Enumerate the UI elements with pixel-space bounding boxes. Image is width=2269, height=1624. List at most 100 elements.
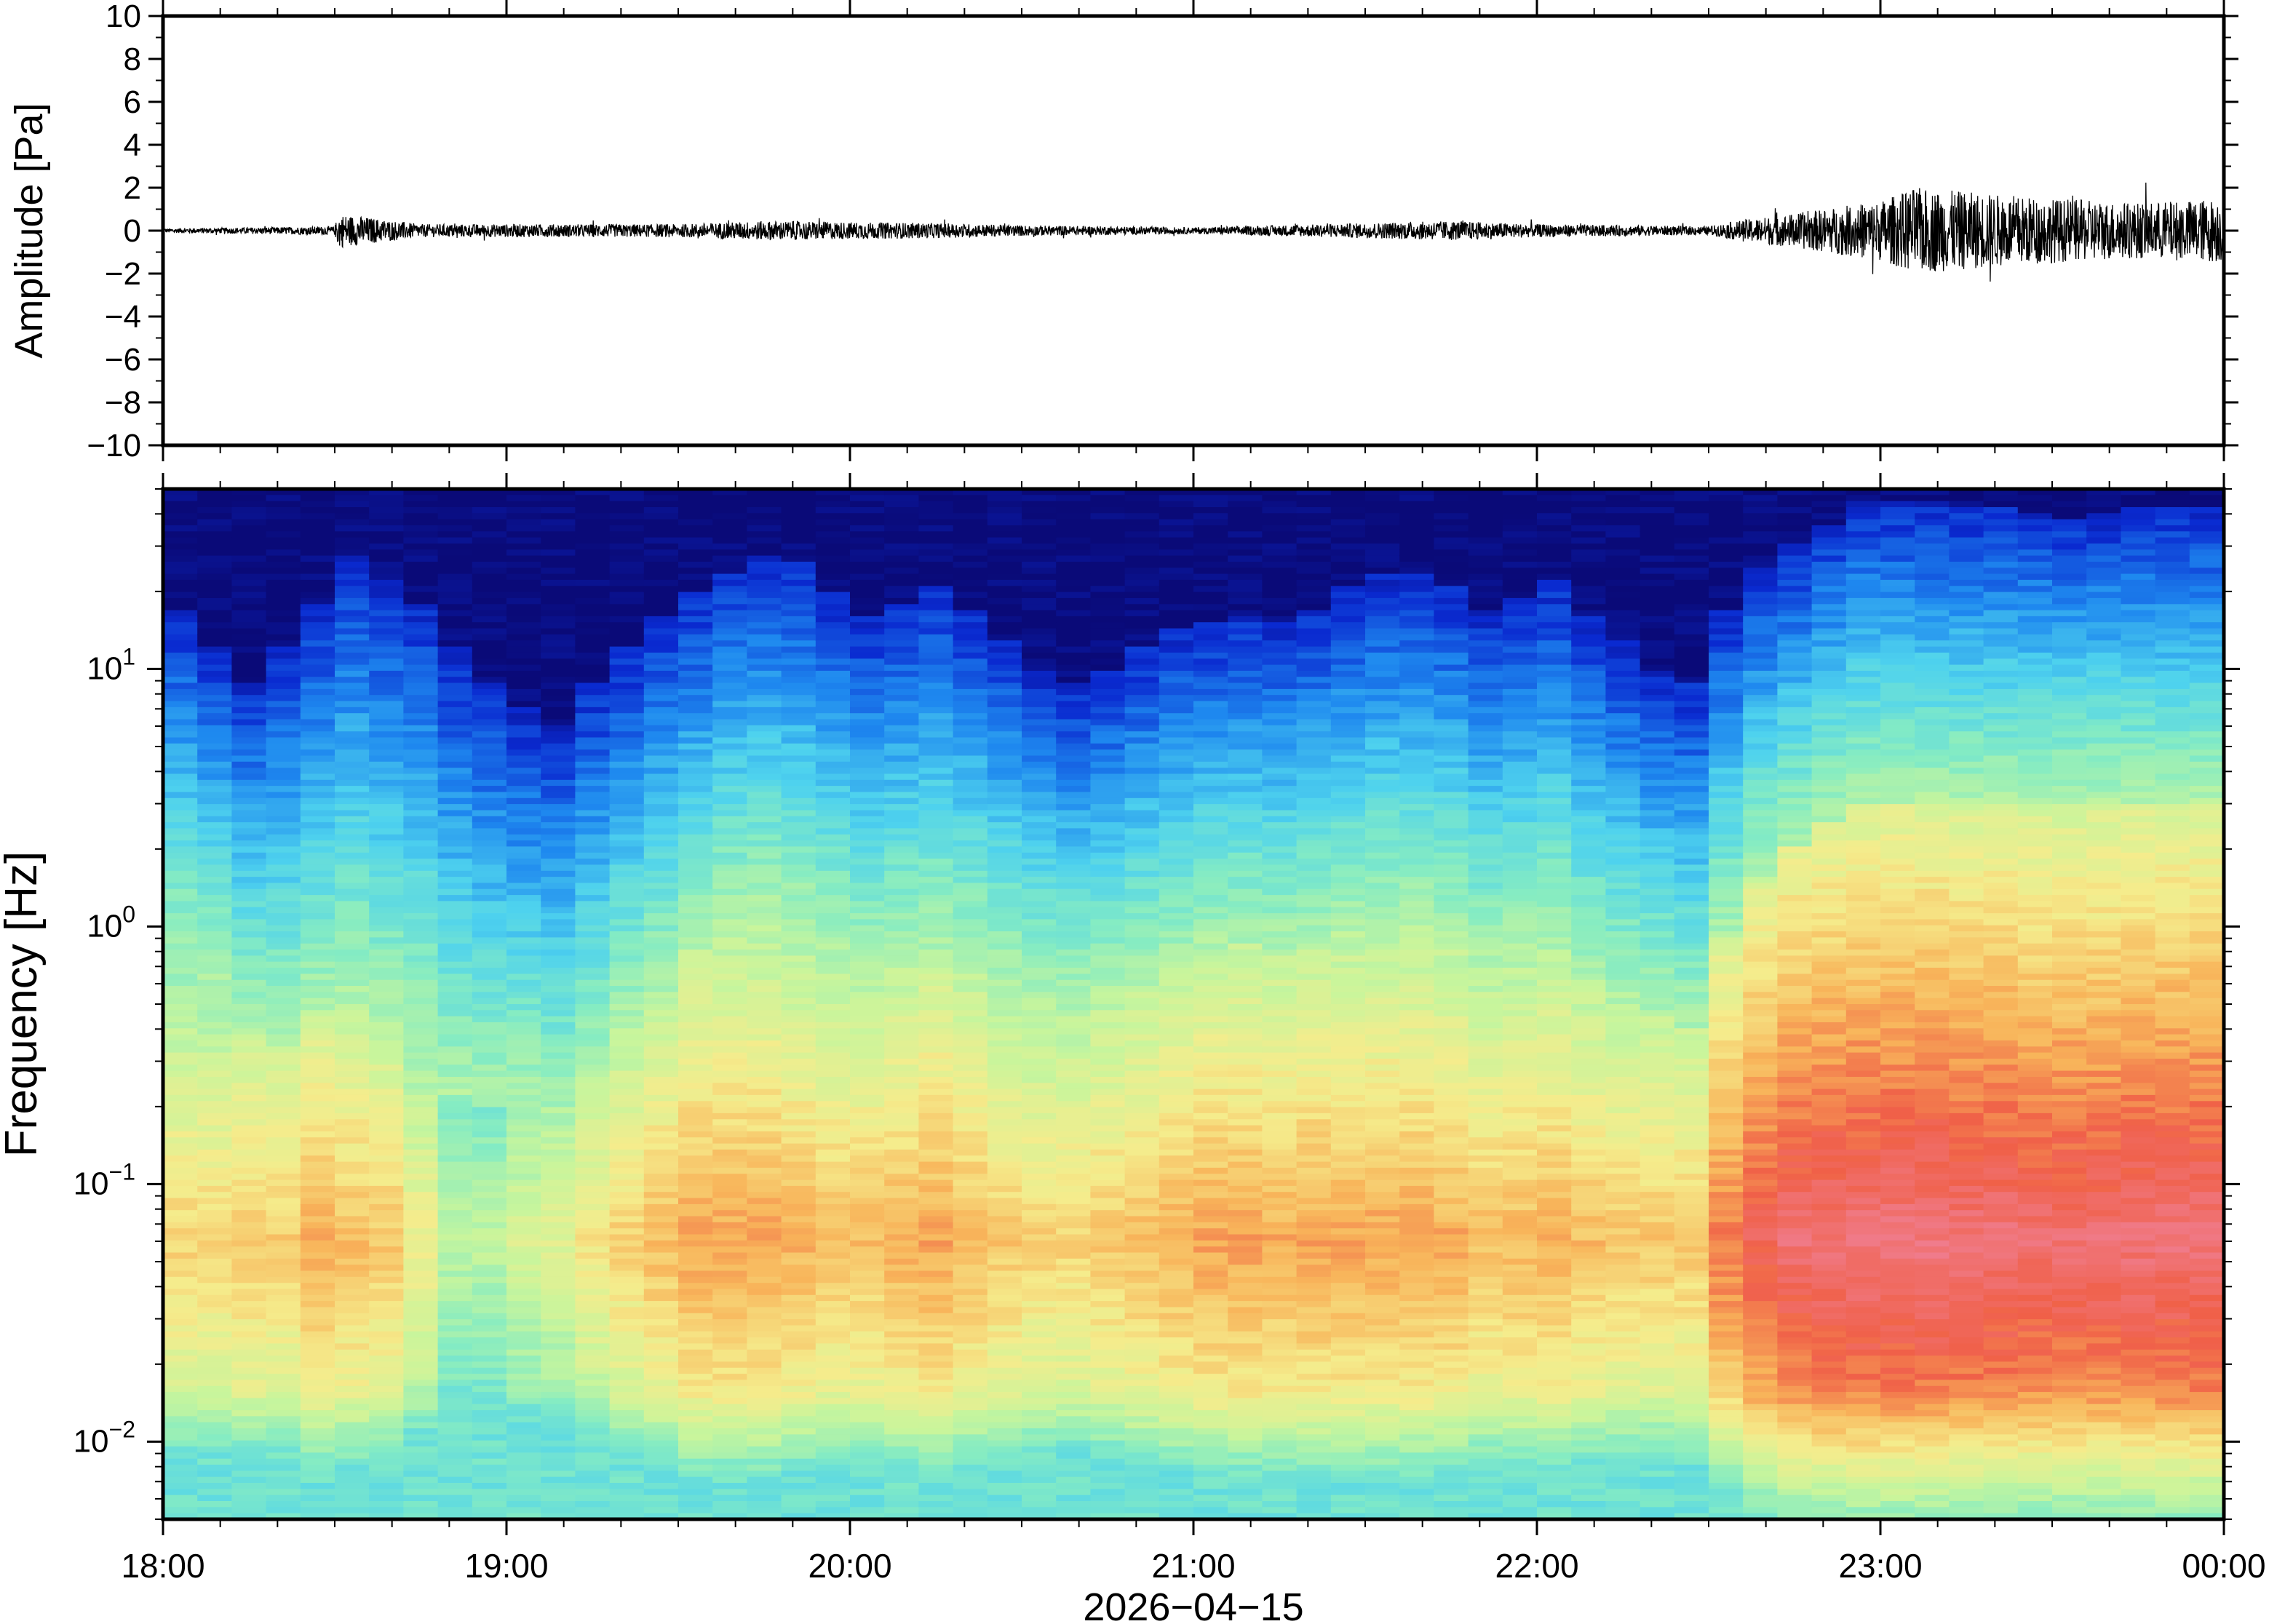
spectrogram-cell [472, 1410, 507, 1417]
spectrogram-cell [335, 955, 370, 963]
spectrogram-cell [918, 688, 954, 696]
spectrogram-cell [918, 749, 954, 757]
spectrogram-cell [197, 1137, 233, 1145]
spectrogram-cell [472, 677, 507, 684]
spectrogram-cell [643, 634, 679, 641]
spectrogram-cell [1056, 507, 1092, 514]
spectrogram-cell [231, 1494, 267, 1502]
spectrogram-cell [575, 652, 611, 659]
spectrogram-cell [953, 1107, 988, 1114]
spectrogram-cell [266, 1465, 301, 1472]
spectrogram-cell [403, 610, 439, 617]
spectrogram-cell [953, 1083, 988, 1090]
spectrogram-cell [850, 634, 885, 641]
spectrogram-cell [163, 544, 198, 551]
spectrogram-cell [1056, 519, 1092, 526]
spectrogram-cell [231, 1416, 267, 1423]
spectrogram-cell [1090, 646, 1126, 653]
spectrogram-cell [266, 1446, 301, 1454]
spectrogram-cell [575, 1101, 611, 1108]
spectrogram-cell [747, 810, 782, 817]
spectrogram-cell [850, 1356, 885, 1363]
spectrogram-cell [712, 1222, 748, 1229]
spectrogram-cell [163, 501, 198, 508]
spectrogram-cell [678, 531, 713, 538]
spectrogram-cell [884, 834, 920, 841]
spectrogram-cell [987, 1440, 1022, 1447]
spectrogram-cell [472, 1374, 507, 1381]
spectrogram-cell [403, 1059, 439, 1066]
spectrogram-cell [918, 1155, 954, 1163]
spectrogram-cell [1056, 961, 1092, 968]
spectrogram-cell [918, 604, 954, 611]
spectrogram-cell [541, 779, 576, 787]
spectrogram-cell [712, 1034, 748, 1041]
spectrogram-cell [678, 1179, 713, 1187]
spectrogram-cell [1056, 1252, 1092, 1259]
spectrogram-cell [266, 562, 301, 569]
spectrogram-cell [609, 1380, 645, 1387]
spectrogram-cell [403, 992, 439, 999]
spectrogram-cell [506, 1137, 541, 1145]
spectrogram-cell [300, 495, 335, 502]
spectrogram-cell [815, 768, 851, 775]
spectrogram-cell [781, 1446, 816, 1454]
spectrogram-cell [335, 810, 370, 817]
spectrogram-cell [712, 1410, 748, 1417]
spectrogram-cell [953, 1040, 988, 1048]
spectrogram-cell [575, 634, 611, 641]
spectrogram-cell [437, 549, 473, 557]
spectrogram-cell [987, 743, 1022, 750]
spectrogram-cell [1124, 519, 1160, 526]
spectrogram-cell [850, 1476, 885, 1484]
spectrogram-cell [1022, 1192, 1057, 1199]
spectrogram-cell [541, 682, 576, 690]
spectrogram-cell [712, 816, 748, 823]
spectrogram-cell [781, 1313, 816, 1320]
spectrogram-cell [953, 834, 988, 841]
spectrogram-cell [437, 652, 473, 659]
spectrogram-cell [884, 1501, 920, 1508]
spectrogram-cell [1022, 925, 1057, 932]
spectrogram-cell [1090, 992, 1126, 999]
spectrogram-cell [231, 677, 267, 684]
spectrogram-cell [437, 562, 473, 569]
spectrogram-cell [918, 677, 954, 684]
spectrogram-cell [918, 695, 954, 702]
spectrogram-cell [678, 992, 713, 999]
spectrogram-cell [781, 1107, 816, 1114]
spectrogram-cell [1090, 1356, 1126, 1363]
spectrogram-cell [403, 731, 439, 739]
spectrogram-cell [918, 1064, 954, 1072]
spectrogram-cell [472, 616, 507, 623]
spectrogram-cell [575, 979, 611, 987]
spectrogram-cell [472, 1137, 507, 1145]
spectrogram-cell [987, 1052, 1022, 1059]
spectrogram-cell [506, 1149, 541, 1156]
spectrogram-cell [266, 931, 301, 939]
spectrogram-cell [815, 877, 851, 884]
spectrogram-cell [609, 828, 645, 835]
spectrogram-cell [1124, 537, 1160, 544]
spectrogram-cell [850, 864, 885, 872]
spectrogram-cell [609, 658, 645, 666]
spectrogram-cell [987, 579, 1022, 586]
spectrogram-cell [815, 1174, 851, 1181]
spectrogram-cell [609, 992, 645, 999]
spectrogram-cell [197, 1356, 233, 1363]
spectrogram-cell [1090, 725, 1126, 732]
spectrogram-cell [918, 1149, 954, 1156]
spectrogram-cell [1022, 1283, 1057, 1290]
spectrogram-cell [506, 1307, 541, 1314]
spectrogram-cell [197, 1034, 233, 1041]
spectrogram-cell [1090, 961, 1126, 968]
spectrogram-cell [678, 804, 713, 811]
spectrogram-cell [472, 592, 507, 599]
spectrogram-cell [781, 1476, 816, 1484]
spectrogram-cell [1022, 1016, 1057, 1023]
spectrogram-cell [678, 877, 713, 884]
spectrogram-cell [712, 1198, 748, 1205]
spectrogram-cell [575, 1301, 611, 1308]
spectrogram-cell [712, 737, 748, 744]
spectrogram-cell [815, 1422, 851, 1429]
